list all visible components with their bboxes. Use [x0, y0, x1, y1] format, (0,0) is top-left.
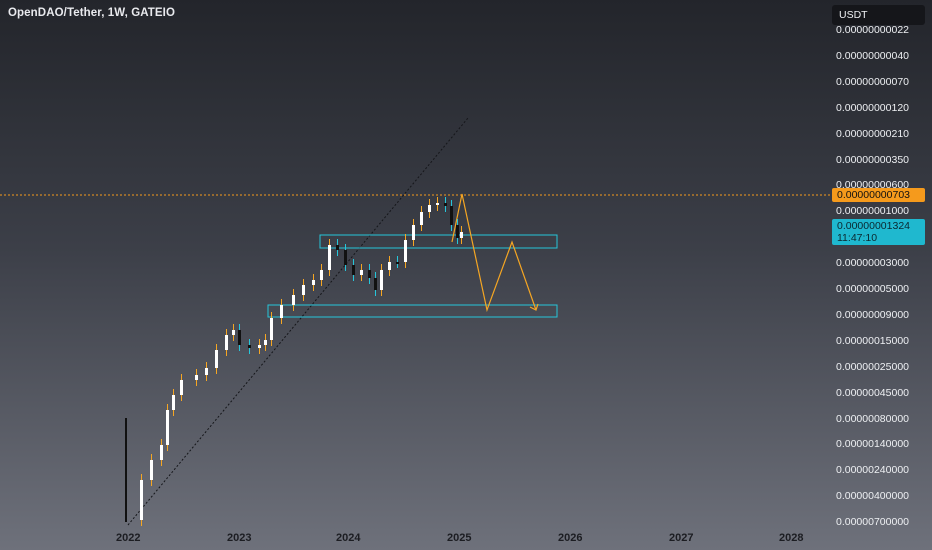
time-tick-label: 2025	[447, 532, 472, 544]
time-tick-label: 2028	[779, 532, 804, 544]
price-tick-label: 0.00000240000	[836, 464, 909, 477]
candle-body	[140, 480, 143, 520]
last-price: 0.00000001324	[837, 220, 910, 232]
countdown-timer: 11:47:10	[837, 232, 878, 244]
time-tick-label: 2026	[558, 532, 583, 544]
alert-price-tag: 0.00000000703	[832, 188, 925, 202]
candle-body	[215, 350, 218, 368]
candle-body	[404, 240, 407, 262]
price-tick-label: 0.00000700000	[836, 516, 909, 529]
candle-body	[166, 410, 169, 445]
candle-body	[312, 280, 315, 285]
resistance-zone[interactable]	[319, 234, 558, 249]
trendline[interactable]	[127, 117, 469, 526]
projection-arrowhead	[529, 303, 539, 311]
price-tick-label: 0.00000001000	[836, 205, 909, 218]
candle-body	[302, 285, 305, 295]
candles-group	[125, 197, 463, 526]
price-axis[interactable]: 0.00000000022 0.00000000040 0.00000000070 0…	[830, 0, 932, 550]
price-tick-label: 0.00000000070	[836, 75, 909, 88]
candle-body	[328, 245, 331, 270]
price-tick-label: 0.00000400000	[836, 490, 909, 503]
price-tick-label: 0.00000025000	[836, 360, 909, 373]
price-tick-label: 0.00000000210	[836, 127, 909, 140]
price-tick-label: 0.00000000120	[836, 101, 909, 114]
candle-body	[344, 250, 347, 265]
price-tick-label: 0.00000000022	[836, 24, 909, 36]
candle-body	[456, 225, 459, 238]
candle-body	[150, 460, 153, 480]
candle-body	[380, 270, 383, 290]
candle-body	[160, 445, 163, 460]
price-tick-label: 0.00000003000	[836, 257, 909, 270]
projection-path[interactable]	[451, 193, 537, 313]
candle-body	[436, 203, 439, 205]
price-tick-label: 0.00000080000	[836, 412, 909, 425]
price-tick-label: 0.00000000350	[836, 153, 909, 166]
candle-body	[444, 203, 447, 206]
price-tick-label: 0.00000000040	[836, 49, 909, 62]
candle-body	[280, 305, 283, 318]
candle-body	[225, 335, 228, 350]
candle-body	[368, 270, 371, 278]
candle-body	[396, 262, 399, 264]
price-tick-label: 0.00000140000	[836, 438, 909, 451]
candle-body	[360, 270, 363, 275]
candle-body	[264, 340, 267, 345]
candle-body	[352, 265, 355, 275]
time-tick-label: 2027	[669, 532, 694, 544]
candle-body	[428, 205, 431, 212]
time-tick-label: 2024	[336, 532, 361, 544]
candle-body	[205, 368, 208, 375]
candle-body	[248, 345, 251, 348]
price-tick-label: 0.00000045000	[836, 386, 909, 399]
last-price-tag: 0.00000001324 11:47:10	[832, 219, 925, 245]
time-tick-label: 2022	[116, 532, 141, 544]
candle-body	[238, 330, 241, 345]
candle-body	[172, 395, 175, 410]
candle-body	[460, 232, 463, 238]
price-tick-label: 0.00000009000	[836, 308, 909, 321]
candle-body	[374, 278, 377, 290]
candle-body	[420, 212, 423, 225]
support-zone[interactable]	[267, 304, 558, 318]
candle-body	[180, 380, 183, 395]
candle-body	[270, 318, 273, 340]
candle-body	[232, 330, 235, 335]
candle-body	[412, 225, 415, 240]
candle-body	[336, 245, 339, 250]
price-tick-label: 0.00000005000	[836, 283, 909, 295]
currency-button[interactable]: USDT	[832, 5, 925, 25]
candle-body	[320, 270, 323, 280]
chart-title: OpenDAO/Tether, 1W, GATEIO	[8, 7, 176, 19]
candle-body	[388, 262, 391, 270]
candle-body	[450, 206, 453, 225]
candle-body	[258, 345, 261, 348]
candle-body	[292, 295, 295, 305]
time-tick-label: 2023	[227, 532, 252, 544]
price-tick-label: 0.00000015000	[836, 334, 909, 347]
candle-body	[195, 375, 198, 380]
